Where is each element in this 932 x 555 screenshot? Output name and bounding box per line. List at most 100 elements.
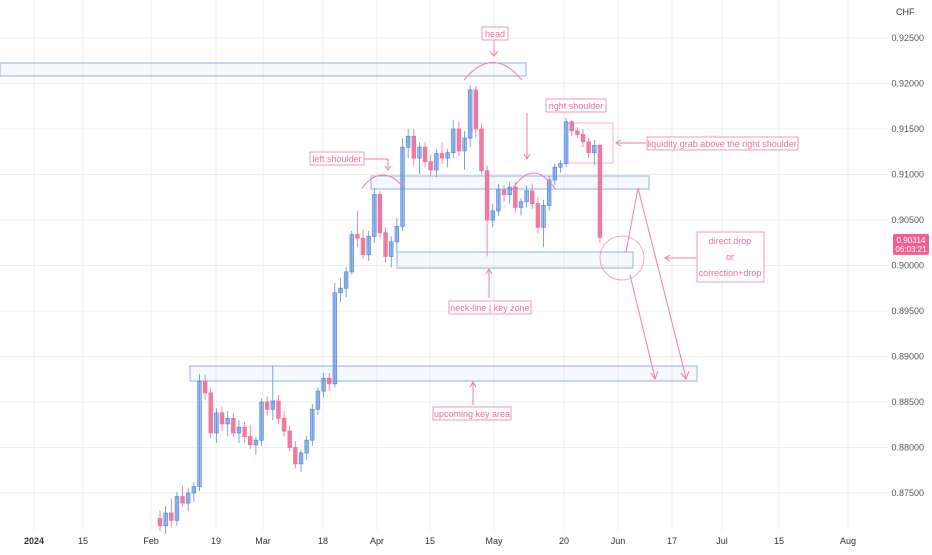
upcoming-label[interactable]: upcoming key area	[432, 406, 512, 421]
candle	[174, 492, 180, 526]
right-shoulder-pointer-tip	[523, 153, 531, 160]
candle-body	[428, 161, 433, 171]
candle	[383, 227, 388, 263]
candle-body	[422, 146, 428, 163]
top-resistance-zone[interactable]	[0, 62, 527, 77]
candle	[185, 487, 191, 512]
liquidity-label[interactable]: liquidity grab above the right shoulder	[646, 136, 799, 151]
candle	[191, 482, 197, 503]
candle-body	[366, 235, 371, 255]
candle-body	[597, 144, 603, 238]
candle	[208, 387, 213, 439]
annotation-shapes	[361, 40, 696, 405]
liquidity-pointer-tip	[615, 139, 622, 147]
candle	[219, 406, 225, 432]
price-axis[interactable]: 0.92500 0.92000 0.91500 0.91000 0.90500 0.900…	[891, 33, 924, 498]
neckline-zone[interactable]	[396, 251, 634, 269]
candle-body	[394, 225, 400, 243]
candle-body	[270, 400, 275, 410]
candle	[501, 185, 507, 202]
x-tick-label: Feb	[143, 536, 159, 546]
candle	[592, 139, 597, 166]
candle	[451, 119, 456, 159]
right-shoulder-text: right shoulder	[549, 101, 604, 111]
candle-body	[310, 408, 315, 441]
candle-body	[513, 186, 518, 208]
right-shoulder-label[interactable]: right shoulder	[545, 98, 607, 113]
left-shoulder-label[interactable]: left shoulder	[309, 151, 365, 166]
candle	[225, 411, 230, 437]
candle-body	[434, 153, 439, 171]
candle-body	[473, 89, 479, 130]
candle-body	[304, 439, 309, 454]
candle-body	[343, 271, 349, 289]
x-tick-label: Aug	[840, 536, 856, 546]
candle	[338, 278, 343, 302]
candle-body	[372, 194, 377, 237]
candle-body	[501, 189, 507, 195]
candle	[197, 373, 202, 492]
candle	[157, 510, 163, 532]
candle	[214, 408, 219, 443]
candle	[575, 127, 580, 139]
candle	[569, 119, 574, 137]
candle	[462, 130, 467, 170]
candle	[456, 121, 462, 157]
candle	[467, 85, 473, 148]
candle	[315, 387, 321, 415]
neckline-label[interactable]: neck-line | key zone	[448, 300, 532, 315]
candle-body	[185, 492, 191, 504]
annotation-labels: head right shoulder left shoulder liquid…	[309, 26, 799, 421]
candle-body	[287, 430, 292, 448]
candle-body	[293, 447, 298, 465]
candle-body	[225, 417, 230, 425]
x-tick-label: Apr	[370, 536, 384, 546]
candle	[507, 181, 512, 204]
candle-body	[377, 194, 383, 234]
candle-body	[484, 170, 490, 221]
price-tag-timer: 06:03:21	[895, 245, 927, 254]
candle-body	[248, 436, 253, 446]
candle	[434, 149, 439, 178]
target-circle	[599, 235, 645, 281]
candle-body	[479, 128, 484, 172]
scenario-label[interactable]: direct drop or correction+drop	[696, 231, 765, 283]
x-tick-label: 15	[425, 536, 435, 546]
candle	[479, 123, 484, 175]
x-tick-label: 20	[559, 536, 569, 546]
candle	[405, 129, 411, 159]
candle	[552, 163, 557, 186]
x-tick-label: 19	[211, 536, 221, 546]
y-tick-label: 0.88500	[891, 397, 924, 407]
candle-body	[281, 417, 287, 432]
time-axis[interactable]: 2024 15 Feb 19 Mar 18 Apr 15 May 20 Jun 17 Jul 15 Aug	[24, 536, 856, 546]
y-tick-label: 0.90000	[891, 261, 924, 271]
candle-body	[180, 496, 185, 504]
candle	[242, 422, 247, 443]
x-tick-label: 17	[667, 536, 677, 546]
candle-body	[575, 130, 580, 135]
candle	[360, 229, 366, 260]
candle-body	[236, 427, 242, 434]
candle-body	[445, 152, 450, 159]
candle-body	[411, 135, 416, 159]
head-label[interactable]: head	[481, 26, 509, 41]
candle	[343, 267, 349, 298]
candle-body	[496, 189, 501, 212]
candle-body	[462, 137, 467, 152]
candle	[513, 181, 518, 213]
head-text: head	[485, 29, 505, 39]
candle-body	[326, 377, 332, 385]
y-tick-label: 0.91500	[891, 124, 924, 134]
candle-body	[467, 89, 473, 139]
upcoming-key-area-zone[interactable]	[189, 365, 698, 382]
candle-body	[253, 439, 259, 446]
candle	[332, 282, 338, 388]
x-tick-label: Mar	[255, 536, 271, 546]
price-tag[interactable]: 0.90314 06:03:21	[893, 233, 929, 255]
candle	[518, 198, 524, 216]
candle	[270, 365, 275, 421]
candle-body	[298, 452, 304, 465]
